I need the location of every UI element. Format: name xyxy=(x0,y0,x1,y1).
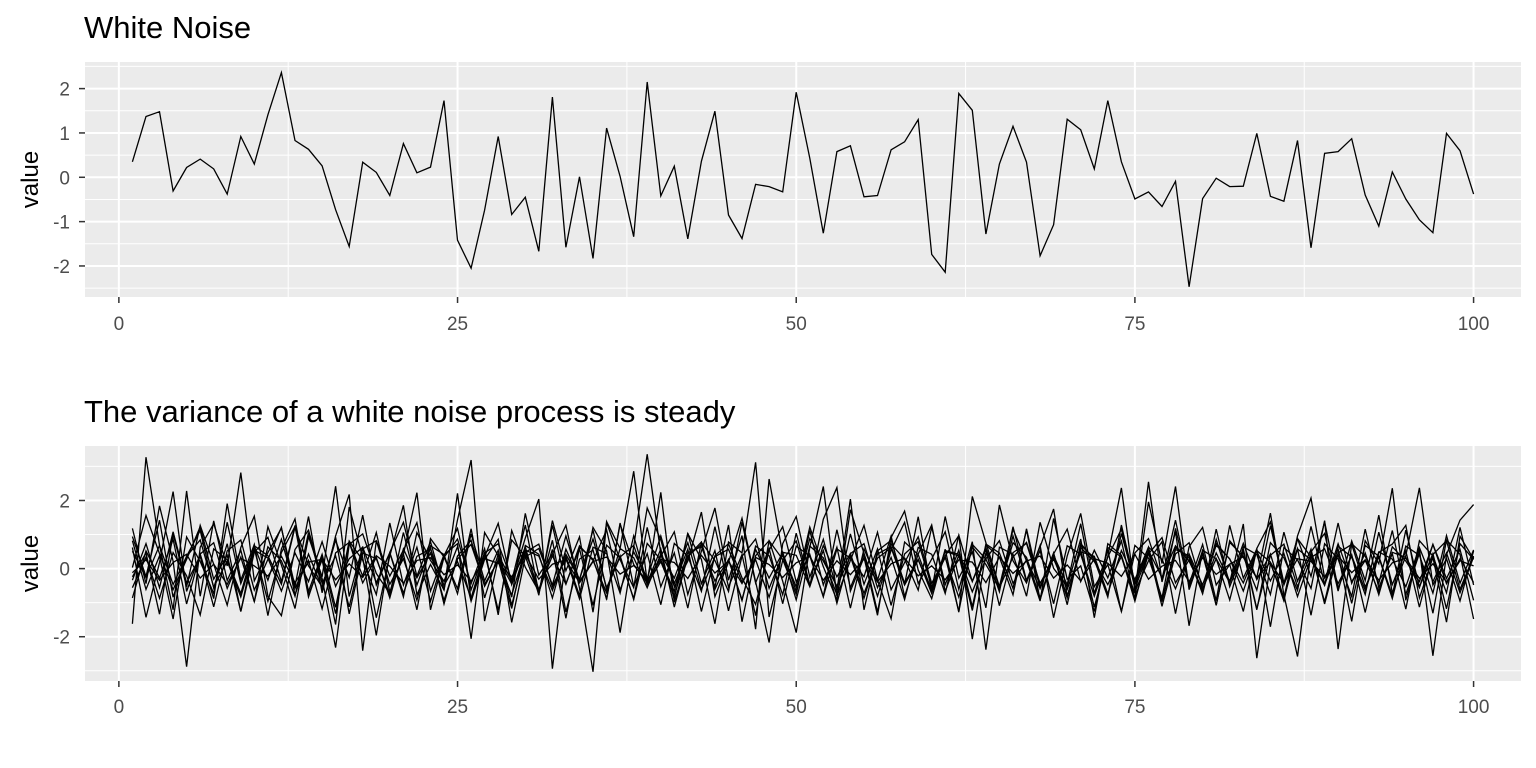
y-axis-title: value xyxy=(17,535,44,592)
y-tick-label: -2 xyxy=(53,257,70,278)
plot-panel-1 xyxy=(85,62,1521,297)
y-axis-title: value xyxy=(17,151,44,208)
x-tick-label: 25 xyxy=(447,314,468,335)
series-line-9 xyxy=(131,522,1475,620)
x-tick-label: 50 xyxy=(786,697,807,718)
x-tick-label: 75 xyxy=(1124,697,1145,718)
x-tick-label: 50 xyxy=(786,314,807,335)
y-tick-label: 2 xyxy=(59,80,70,101)
x-tick-label: 25 xyxy=(447,697,468,718)
chart-title-white-noise: White Noise xyxy=(84,10,252,45)
chart-title-variance: The variance of a white noise process is… xyxy=(84,394,736,429)
y-tick-label: 1 xyxy=(59,124,70,145)
series-line-11 xyxy=(131,520,1475,613)
x-tick-label: 100 xyxy=(1458,314,1490,335)
x-tick-label: 100 xyxy=(1458,697,1490,718)
x-tick-label: 75 xyxy=(1124,314,1145,335)
y-tick-label: 0 xyxy=(59,560,70,581)
series-line-1 xyxy=(131,70,1475,287)
x-tick-label: 0 xyxy=(114,314,125,335)
y-tick-label: -2 xyxy=(53,628,70,649)
y-tick-label: -1 xyxy=(53,213,70,234)
series-line-12 xyxy=(131,532,1475,608)
x-tick-label: 0 xyxy=(114,697,125,718)
y-tick-label: 2 xyxy=(59,491,70,512)
series-line-3 xyxy=(131,486,1475,650)
y-tick-label: 0 xyxy=(59,168,70,189)
